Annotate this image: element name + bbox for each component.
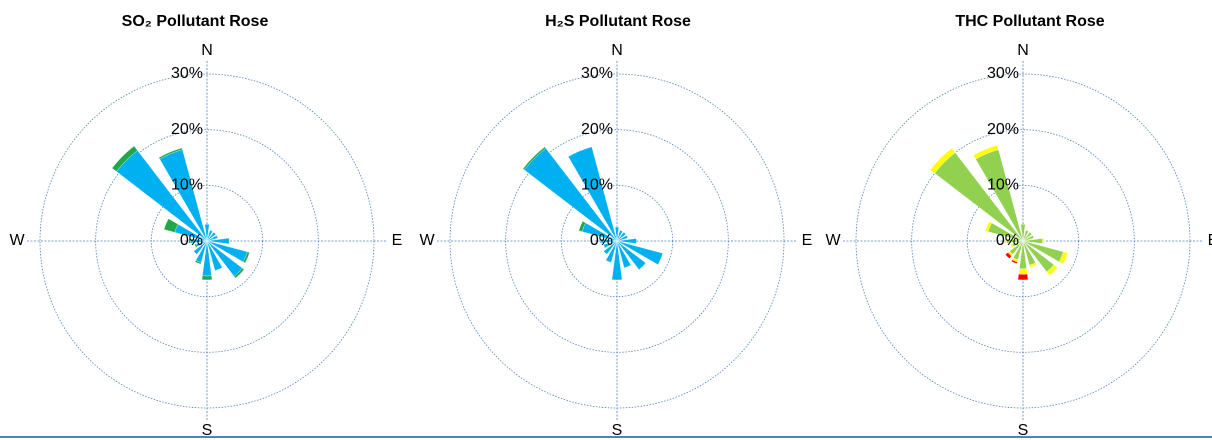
rose-segment bbox=[1017, 273, 1029, 281]
rose-segment bbox=[193, 240, 208, 255]
rose-segment bbox=[158, 147, 183, 160]
rose-segment bbox=[985, 221, 992, 232]
rose-segment bbox=[163, 218, 179, 233]
rose-segment bbox=[1010, 243, 1014, 248]
rose-segment bbox=[1022, 235, 1034, 242]
rose-segment bbox=[1022, 231, 1033, 242]
rose-segment bbox=[242, 251, 250, 264]
compass-label: N bbox=[611, 42, 623, 59]
compass-label: W bbox=[9, 232, 25, 249]
r-tick-label: 0% bbox=[996, 232, 1019, 249]
rose-segment bbox=[616, 240, 632, 269]
rose-segment bbox=[194, 260, 202, 265]
r-tick-label: 10% bbox=[581, 177, 613, 194]
rose-segment bbox=[111, 145, 138, 172]
chart-title: SO₂ Pollutant Rose bbox=[122, 13, 269, 30]
rose-segment bbox=[578, 221, 586, 232]
rose-segment bbox=[201, 275, 213, 281]
rose-segment bbox=[616, 230, 623, 242]
rose-segment bbox=[568, 146, 618, 242]
rose-segment bbox=[206, 240, 223, 271]
rose-segment bbox=[616, 235, 628, 242]
compass-label: E bbox=[1208, 232, 1212, 249]
r-tick-label: 20% bbox=[171, 121, 203, 138]
rose-segment bbox=[615, 226, 619, 242]
chart-title: THC Pollutant Rose bbox=[955, 13, 1104, 30]
r-tick-label: 10% bbox=[987, 177, 1019, 194]
rose-segment bbox=[1022, 230, 1029, 242]
rose-segment bbox=[973, 145, 999, 160]
rose-segment bbox=[611, 240, 623, 281]
r-tick-label: 0% bbox=[590, 232, 613, 249]
compass-label: N bbox=[201, 42, 213, 59]
rose-segment bbox=[194, 243, 198, 248]
rose-segment bbox=[206, 235, 218, 242]
rose-segment bbox=[616, 238, 637, 244]
rose-segment bbox=[522, 146, 547, 171]
compass-label: N bbox=[1017, 42, 1029, 59]
rose-segment bbox=[1042, 238, 1045, 244]
rose-segment bbox=[204, 224, 210, 242]
r-tick-label: 30% bbox=[581, 65, 613, 82]
rose-segment bbox=[1020, 224, 1026, 242]
rose-segment bbox=[930, 148, 956, 174]
rose-segment bbox=[206, 230, 213, 242]
compass-label: S bbox=[612, 422, 623, 439]
rose-segment bbox=[616, 231, 627, 242]
r-tick-label: 10% bbox=[171, 177, 203, 194]
r-tick-label: 20% bbox=[987, 121, 1019, 138]
rose-segment bbox=[616, 240, 663, 265]
rose-segment bbox=[233, 267, 245, 279]
rose-segment bbox=[188, 238, 191, 244]
rose-segment bbox=[1005, 252, 1012, 259]
compass-label: S bbox=[1018, 422, 1029, 439]
chart-title: H₂S Pollutant Rose bbox=[545, 13, 691, 30]
r-tick-label: 30% bbox=[171, 65, 203, 82]
rose-segment bbox=[603, 240, 618, 255]
rose-segment bbox=[616, 240, 646, 270]
rose-segment bbox=[1046, 264, 1058, 276]
rose-segment bbox=[1004, 238, 1007, 244]
rose-segment bbox=[605, 240, 618, 263]
rose-segment bbox=[600, 238, 618, 244]
r-tick-label: 0% bbox=[180, 232, 203, 249]
rose-segment bbox=[1011, 259, 1018, 264]
rose-segment bbox=[1029, 262, 1037, 268]
compass-label: E bbox=[802, 232, 813, 249]
r-tick-label: 20% bbox=[581, 121, 613, 138]
rose-segment bbox=[603, 240, 618, 249]
rose-segment bbox=[1058, 251, 1068, 265]
compass-label: W bbox=[825, 232, 841, 249]
compass-label: E bbox=[392, 232, 403, 249]
r-tick-label: 30% bbox=[987, 65, 1019, 82]
rose-segment bbox=[206, 231, 217, 242]
compass-label: W bbox=[419, 232, 435, 249]
rose-segment bbox=[206, 237, 230, 245]
rose-segment bbox=[1018, 268, 1028, 275]
compass-label: S bbox=[202, 422, 213, 439]
